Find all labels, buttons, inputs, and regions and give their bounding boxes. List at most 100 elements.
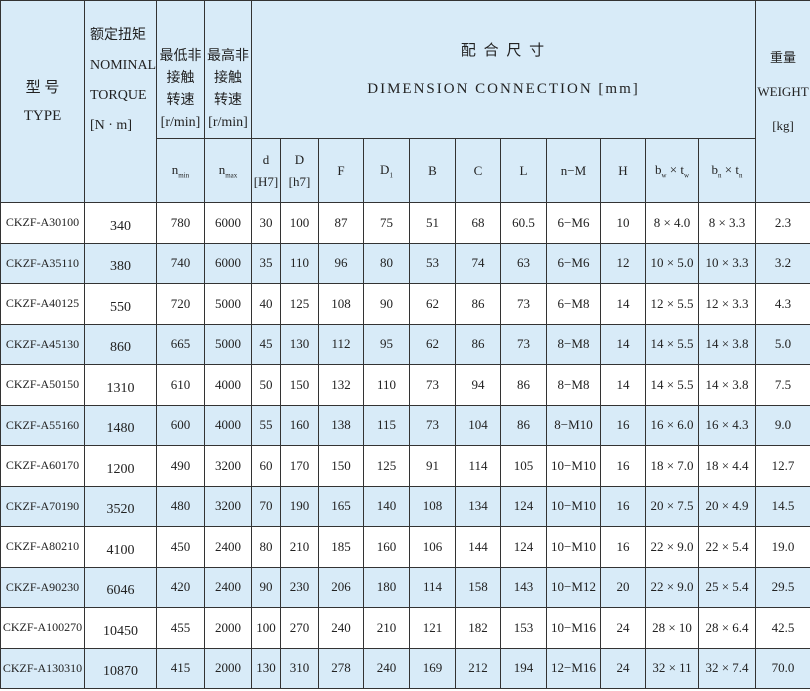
- table-row: CKZF-A130310 10870 415 2000 130 310 278 240 169 2…: [0, 647, 810, 689]
- dimension-header-cn: 配 合 尺 寸: [460, 42, 547, 59]
- cell-B: 62: [409, 283, 456, 325]
- d-header: d [H7]: [251, 138, 281, 203]
- cell-bn-tn: 20 × 4.9: [697, 485, 757, 527]
- D1-sub: 1: [389, 171, 393, 180]
- cell-bw-tw: 10 × 5.0: [645, 242, 699, 284]
- cell-bw-tw: 8 × 4.0: [645, 202, 699, 244]
- cell-D: 190: [280, 485, 319, 527]
- cell-torque: 4100: [84, 526, 157, 568]
- table-row: CKZF-A35110 380 740 6000 35 110 96 80 53 74 63 6−M6…: [0, 242, 810, 284]
- cell-d: 50: [251, 364, 281, 406]
- H-header: H: [600, 138, 646, 203]
- cell-type: CKZF-A45130: [0, 323, 85, 365]
- cell-nmax: 2400: [204, 566, 252, 608]
- cell-nmin: 665: [156, 323, 205, 365]
- table-row: CKZF-A60170 1200 490 3200 60 170 150 125 91 114 10…: [0, 445, 810, 487]
- cell-D: 230: [280, 566, 319, 608]
- cell-D1: 90: [363, 283, 410, 325]
- cell-nmin: 610: [156, 364, 205, 406]
- cell-bn-tn: 22 × 5.4: [697, 526, 757, 568]
- cell-nmin: 415: [156, 647, 205, 689]
- min-speed-cn1: 最低非: [159, 49, 202, 64]
- cell-D: 110: [280, 242, 319, 284]
- cell-nmax: 2000: [204, 607, 252, 649]
- cell-n-M: 8−M8: [546, 323, 601, 365]
- cell-B: 106: [409, 526, 456, 568]
- cell-F: 87: [318, 202, 364, 244]
- cell-type: CKZF-A100270: [0, 607, 85, 649]
- cell-torque: 550: [84, 283, 157, 325]
- cell-n-M: 10−M10: [546, 485, 601, 527]
- table-row: CKZF-A40125 550 720 5000 40 125 108 90 62 86 73 6−M…: [0, 283, 810, 325]
- cell-n-M: 6−M6: [546, 242, 601, 284]
- cell-n-M: 8−M10: [546, 404, 601, 446]
- times-sign: ×: [721, 161, 736, 177]
- type-header-en: TYPE: [23, 107, 62, 124]
- cell-F: 165: [318, 485, 364, 527]
- cell-F: 138: [318, 404, 364, 446]
- cell-C: 144: [455, 526, 501, 568]
- max-speed-cn3: 转速: [214, 93, 242, 108]
- cell-bn-tn: 10 × 3.3: [697, 242, 757, 284]
- min-speed-cn2: 接触: [166, 71, 195, 86]
- dimension-header: 配 合 尺 寸 DIMENSION CONNECTION [mm]: [250, 0, 757, 139]
- L-header: L: [500, 138, 547, 203]
- cell-H: 14: [600, 283, 646, 325]
- cell-nmax: 6000: [204, 202, 252, 244]
- cell-L: 143: [500, 566, 547, 608]
- cell-F: 185: [318, 526, 364, 568]
- torque-header-unit: [N · m]: [90, 118, 132, 133]
- cell-d: 70: [251, 485, 281, 527]
- cell-weight: 5.0: [755, 323, 810, 365]
- cell-B: 53: [409, 242, 456, 284]
- cell-bw-tw: 28 × 10: [645, 607, 699, 649]
- cell-type: CKZF-A90230: [0, 566, 85, 608]
- tw-main: t: [680, 161, 684, 177]
- cell-H: 16: [600, 404, 646, 446]
- cell-H: 14: [600, 323, 646, 365]
- bw-main: b: [654, 161, 662, 177]
- cell-bn-tn: 14 × 3.8: [697, 364, 757, 406]
- cell-d: 45: [251, 323, 281, 365]
- cell-weight: 9.0: [755, 404, 810, 446]
- times-sign: ×: [666, 161, 681, 177]
- weight-header: 重量 WEIGHT [kg]: [755, 0, 810, 203]
- D1-main: D: [380, 161, 390, 177]
- cell-F: 112: [318, 323, 364, 365]
- cell-H: 20: [600, 566, 646, 608]
- cell-C: 94: [455, 364, 501, 406]
- table-row: CKZF-A50150 1310 610 4000 50 150 132 110 73 94 86 8…: [0, 364, 810, 406]
- cell-H: 16: [600, 526, 646, 568]
- cell-B: 62: [409, 323, 456, 365]
- cell-d: 60: [251, 445, 281, 487]
- cell-L: 86: [500, 364, 547, 406]
- cell-nmax: 5000: [204, 323, 252, 365]
- cell-bn-tn: 14 × 3.8: [697, 323, 757, 365]
- dimension-header-en: DIMENSION CONNECTION [mm]: [367, 80, 640, 97]
- cell-L: 124: [500, 485, 547, 527]
- cell-nmax: 5000: [204, 283, 252, 325]
- cell-B: 51: [409, 202, 456, 244]
- torque-header: 额定扭矩 NOMINAL TORQUE [N · m]: [84, 0, 157, 203]
- cell-d: 35: [251, 242, 281, 284]
- cell-nmax: 4000: [204, 404, 252, 446]
- min-speed-header: 最低非 接触 转速 [r/min]: [156, 0, 205, 139]
- tn-main: t: [735, 161, 739, 177]
- cell-nmin: 780: [156, 202, 205, 244]
- cell-F: 108: [318, 283, 364, 325]
- cell-nmin: 455: [156, 607, 205, 649]
- table-row: CKZF-A45130 860 665 5000 45 130 112 95 62 86 73 8−M…: [0, 323, 810, 365]
- cell-nmax: 3200: [204, 485, 252, 527]
- cell-nmin: 480: [156, 485, 205, 527]
- cell-bw-tw: 20 × 7.5: [645, 485, 699, 527]
- cell-torque: 380: [84, 242, 157, 284]
- cell-C: 104: [455, 404, 501, 446]
- cell-type: CKZF-A130310: [0, 647, 85, 689]
- D-tol: [h7]: [288, 173, 311, 189]
- min-speed-cn3: 转速: [166, 93, 195, 108]
- cell-torque: 860: [84, 323, 157, 365]
- type-header-cn: 型 号: [25, 79, 60, 96]
- cell-C: 212: [455, 647, 501, 689]
- cell-H: 14: [600, 364, 646, 406]
